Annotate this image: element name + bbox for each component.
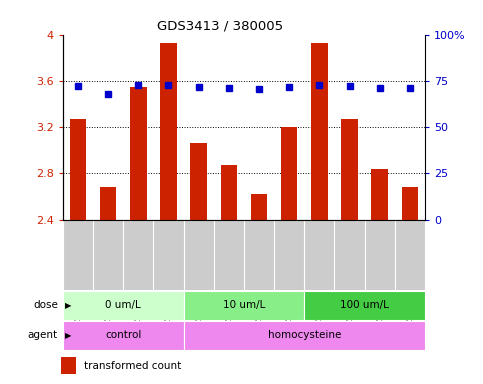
Bar bbox=[190, 143, 207, 220]
Text: control: control bbox=[105, 330, 142, 341]
Bar bbox=[341, 119, 358, 220]
Text: agent: agent bbox=[28, 330, 58, 341]
Text: GDS3413 / 380005: GDS3413 / 380005 bbox=[156, 20, 283, 33]
Bar bbox=[311, 43, 327, 220]
Text: 100 um/L: 100 um/L bbox=[340, 300, 389, 311]
Text: dose: dose bbox=[33, 300, 58, 311]
Bar bbox=[184, 291, 304, 320]
Text: ▶: ▶ bbox=[65, 301, 71, 310]
Bar bbox=[221, 165, 237, 220]
Bar bbox=[371, 169, 388, 220]
Bar bbox=[402, 187, 418, 220]
Bar bbox=[130, 87, 146, 220]
Bar bbox=[63, 291, 184, 320]
Bar bbox=[184, 321, 425, 350]
Text: 0 um/L: 0 um/L bbox=[105, 300, 141, 311]
Text: 10 um/L: 10 um/L bbox=[223, 300, 265, 311]
Bar bbox=[61, 357, 76, 374]
Text: transformed count: transformed count bbox=[84, 361, 181, 371]
Bar bbox=[160, 43, 177, 220]
Text: homocysteine: homocysteine bbox=[268, 330, 341, 341]
Bar bbox=[63, 321, 184, 350]
Bar bbox=[100, 187, 116, 220]
Bar bbox=[304, 291, 425, 320]
Bar bbox=[281, 127, 298, 220]
Text: ▶: ▶ bbox=[65, 331, 71, 340]
Bar bbox=[70, 119, 86, 220]
Bar bbox=[251, 194, 267, 220]
